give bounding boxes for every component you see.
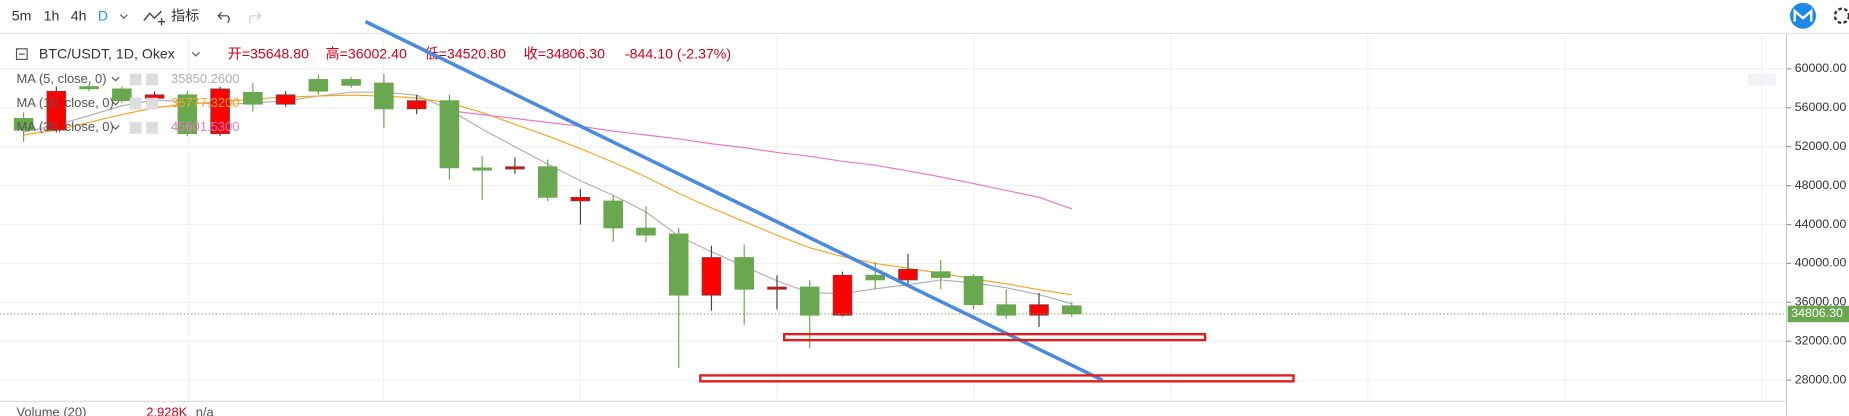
candle-body xyxy=(308,79,329,92)
legend-dropdown xyxy=(111,125,120,130)
candle-body xyxy=(537,166,558,198)
y-tick-label: 52000.00 xyxy=(1795,139,1847,153)
y-tick-label: 28000.00 xyxy=(1795,372,1847,386)
undo-icon[interactable] xyxy=(217,11,230,24)
y-tick-label: 40000.00 xyxy=(1795,256,1847,270)
change: -844.10 (-2.37%) xyxy=(625,45,731,61)
legend-eye xyxy=(129,97,142,110)
dropdown-icon[interactable] xyxy=(191,51,200,57)
redo-icon[interactable] xyxy=(249,11,262,24)
candle-body xyxy=(930,271,951,278)
y-tick-label: 36000.00 xyxy=(1795,295,1847,309)
candle-body xyxy=(374,82,394,110)
y-tick-label: 44000.00 xyxy=(1795,217,1847,231)
legend-close xyxy=(146,97,159,110)
labels-layer: 60000.00 56000.00 52000.00 48000.00 44000.00… xyxy=(17,61,1849,416)
legend-name: MA (30, close, 0) xyxy=(17,119,114,134)
interval[interactable]: 4h xyxy=(71,8,87,24)
candle-body xyxy=(79,86,99,90)
legend-value: 45601.5300 xyxy=(171,119,240,134)
last-price-badge xyxy=(1787,305,1849,323)
logo[interactable] xyxy=(1790,2,1816,29)
collapse-icon[interactable] xyxy=(15,48,28,61)
annotation-rect xyxy=(782,332,1207,342)
y-tick-label: 48000.00 xyxy=(1795,178,1847,192)
candle-body xyxy=(243,92,263,105)
ohlc-high: 高=36002.40 xyxy=(325,45,407,61)
candle-body xyxy=(275,94,296,105)
candle-body xyxy=(570,196,591,202)
candle-body xyxy=(865,274,886,281)
candle-body xyxy=(767,286,787,290)
ohlc-low: 低=34520.80 xyxy=(425,45,507,61)
legend-dropdown xyxy=(111,100,120,106)
annotation-rect xyxy=(699,374,1295,383)
legend-name: MA (10, close, 0) xyxy=(17,95,114,110)
candle-body xyxy=(439,100,460,169)
legend-eye xyxy=(129,73,142,86)
candle-body xyxy=(472,167,492,171)
volume-value: 2.928K xyxy=(146,405,187,416)
legend-value: 35850.2600 xyxy=(171,71,240,86)
y-tick-label: 56000.00 xyxy=(1795,100,1847,114)
trend-line xyxy=(364,20,1104,382)
candle-body xyxy=(1061,305,1082,315)
y-tick-label: 32000.00 xyxy=(1795,334,1847,348)
indicators-button[interactable]: 指标 xyxy=(171,8,199,24)
candle-body xyxy=(898,269,918,281)
candle-body xyxy=(734,257,754,290)
volume-title: Volume (20) xyxy=(17,405,87,416)
symbol[interactable]: BTC/USDT, 1D, Okex xyxy=(39,45,175,61)
legend-eye xyxy=(129,121,142,134)
legend-dropdown xyxy=(111,76,120,82)
ohlc-open: 开=35648.80 xyxy=(228,45,310,61)
interval[interactable]: 1h xyxy=(44,8,60,24)
dropdown-icon[interactable] xyxy=(119,14,128,19)
last-price-label: 34806.30 xyxy=(1791,306,1843,320)
interval[interactable]: D xyxy=(98,8,108,24)
candle-body xyxy=(13,117,34,131)
candle-body xyxy=(341,79,361,86)
candle-body xyxy=(1029,304,1049,316)
logo-mark xyxy=(1793,8,1813,22)
ma-line xyxy=(449,110,1072,210)
candle-body xyxy=(636,227,656,236)
candle-body xyxy=(46,90,67,131)
candle-body xyxy=(832,274,853,316)
candle-body xyxy=(603,200,623,229)
candle-body xyxy=(112,88,132,101)
marks-layer xyxy=(0,20,1787,383)
indicator-icon[interactable] xyxy=(143,10,166,26)
y-tick-label: 60000.00 xyxy=(1795,61,1847,75)
volume-ma: n/a xyxy=(196,405,215,416)
candle-body xyxy=(799,286,820,316)
pane-buttons[interactable] xyxy=(1747,73,1776,86)
candle-body xyxy=(177,94,198,135)
legend-close xyxy=(146,121,159,134)
candle-body xyxy=(963,276,984,306)
ma-line xyxy=(23,94,1072,296)
candle-body xyxy=(210,88,230,135)
candle-body xyxy=(505,166,525,170)
legend-value: 36777.3200 xyxy=(171,95,240,110)
candle-body xyxy=(701,257,722,296)
interval[interactable]: 5m xyxy=(12,8,32,24)
legend-close xyxy=(146,73,159,86)
candle-body xyxy=(996,304,1017,316)
candle-body xyxy=(668,233,689,296)
legend-name: MA (5, close, 0) xyxy=(17,71,107,86)
ohlc-close: 收=34806.30 xyxy=(524,45,606,61)
candle-body xyxy=(406,100,427,110)
